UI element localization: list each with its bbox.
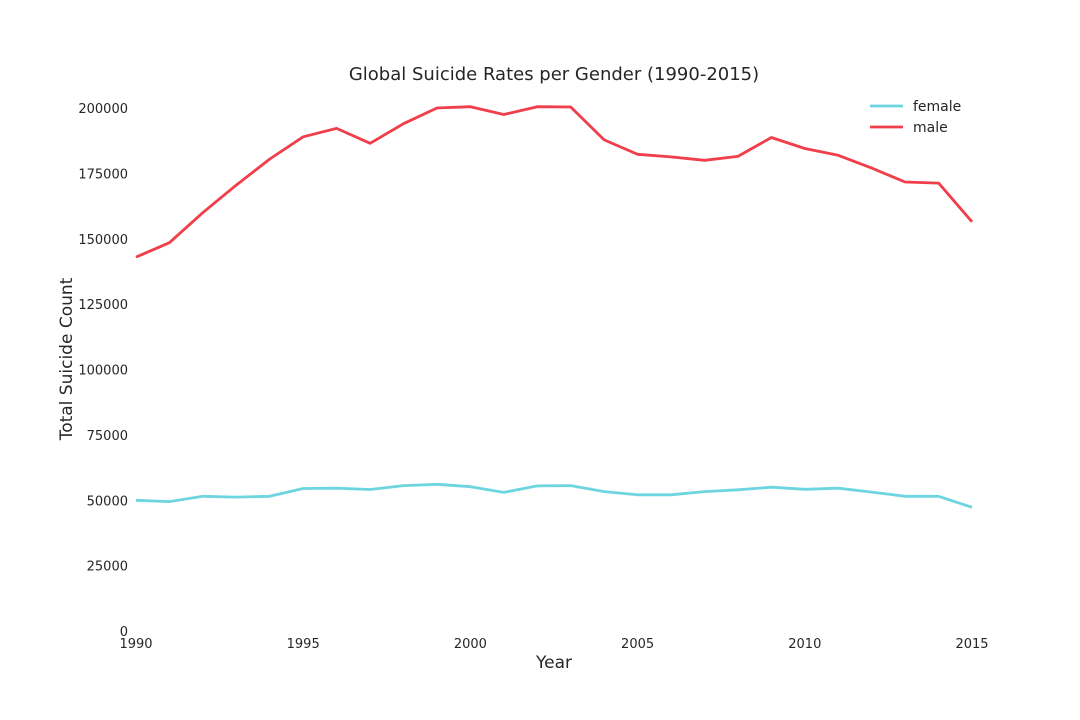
- x-tick-label: 2005: [621, 637, 654, 652]
- y-tick-label: 200000: [78, 102, 128, 117]
- y-tick-label: 100000: [78, 364, 128, 379]
- y-tick-label: 75000: [87, 429, 128, 444]
- legend: female male: [870, 99, 961, 136]
- series-line-female: [135, 482, 973, 509]
- x-tick-label: 2010: [788, 637, 821, 652]
- x-axis-label: Year: [535, 653, 572, 673]
- x-tick-label: 2000: [454, 637, 487, 652]
- chart-title: Global Suicide Rates per Gender (1990-20…: [349, 64, 759, 85]
- x-tick-label: 2015: [955, 637, 988, 652]
- y-tick-label: 150000: [78, 233, 128, 248]
- x-tick-label: 1995: [287, 637, 320, 652]
- series-line-male: [135, 105, 974, 259]
- x-axis-ticks: 1990 1995 2000 2005 2010 2015: [119, 637, 988, 652]
- y-tick-label: 50000: [87, 494, 128, 509]
- y-tick-label: 0: [120, 625, 128, 640]
- legend-label-male: male: [913, 120, 948, 136]
- y-axis-ticks: 0 25000 50000 75000 100000 125000 150000 175000…: [78, 102, 128, 640]
- y-tick-label: 25000: [87, 560, 128, 575]
- x-tick-label: 1990: [119, 637, 152, 652]
- legend-label-female: female: [913, 99, 961, 115]
- y-axis-label: Total Suicide Count: [57, 277, 77, 441]
- y-tick-label: 125000: [78, 298, 128, 313]
- y-tick-label: 175000: [78, 167, 128, 182]
- series-lines: [135, 105, 974, 509]
